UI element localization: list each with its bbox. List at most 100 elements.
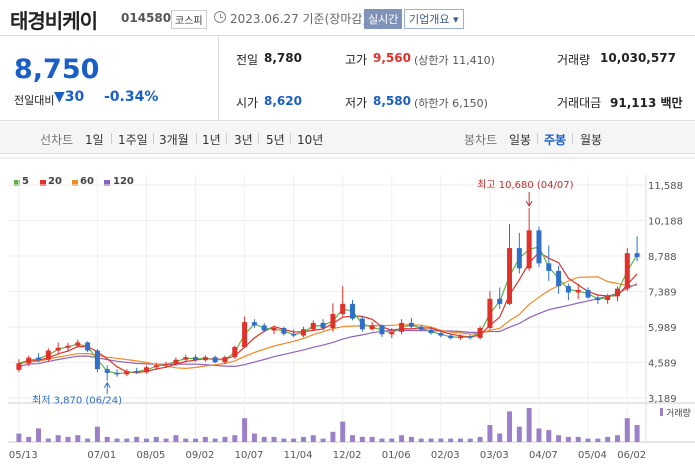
- tab-1w[interactable]: 1주일: [118, 133, 148, 147]
- tab-1d[interactable]: 1일: [85, 133, 104, 147]
- volume-bar: [85, 438, 91, 442]
- tab-3y[interactable]: 3년: [234, 133, 253, 147]
- x-tick-label: 05/13: [9, 450, 38, 461]
- volume-bar: [104, 436, 110, 442]
- candle-body: [408, 322, 414, 327]
- tab-separator: [196, 133, 197, 144]
- candle-body: [359, 318, 365, 330]
- x-tick-label: 12/02: [333, 450, 362, 461]
- volume-bar: [281, 438, 287, 442]
- market-badge: 코스피: [171, 10, 207, 29]
- tab-separator: [153, 133, 154, 144]
- clock-icon: [214, 11, 226, 23]
- open-label: 시가: [236, 96, 259, 110]
- candle-body: [399, 322, 405, 332]
- volume-bar: [389, 438, 395, 442]
- candle-body: [55, 347, 61, 351]
- candle-body: [85, 342, 91, 351]
- candle-body: [143, 367, 149, 373]
- tab-candle-chart[interactable]: 봉차트: [464, 133, 498, 147]
- candle-body: [526, 230, 532, 269]
- tab-3m[interactable]: 3개월: [159, 133, 189, 147]
- chart-tabs: 선차트 1일 1주일 3개월 1년 3년 5년 10년 봉차트 일봉 주봉 월봉: [0, 122, 695, 154]
- tab-1y[interactable]: 1년: [202, 133, 221, 147]
- candle-body: [153, 365, 159, 368]
- volume-bar: [251, 433, 257, 442]
- tab-separator: [290, 133, 291, 144]
- ma120-line: [18, 283, 638, 368]
- change-value: ▼30: [54, 89, 85, 105]
- tab-daily[interactable]: 일봉: [509, 133, 532, 147]
- candle-body: [565, 286, 571, 293]
- volume-bar: [457, 438, 463, 442]
- volume-bar: [114, 438, 120, 442]
- volume-bar: [605, 436, 611, 442]
- x-tick-label: 08/05: [136, 450, 165, 461]
- tab-line-chart[interactable]: 선차트: [40, 133, 74, 147]
- x-tick-label: 11/04: [284, 450, 313, 461]
- candle-body: [124, 371, 130, 375]
- volume-bar: [526, 408, 532, 442]
- ma5-line: [18, 246, 638, 375]
- candle-body: [114, 372, 120, 375]
- volume-bar: [232, 435, 238, 442]
- candle-body: [251, 322, 257, 326]
- x-tick-label: 03/03: [480, 450, 509, 461]
- volume-bar: [173, 435, 179, 442]
- tab-10y[interactable]: 10년: [297, 133, 324, 147]
- volume-bar: [212, 438, 218, 442]
- volume-bar: [202, 436, 208, 442]
- legend-swatch-ma60: [72, 180, 78, 186]
- divider: [218, 36, 219, 121]
- volume-bar: [300, 436, 306, 442]
- tab-weekly[interactable]: 주봉: [544, 133, 567, 147]
- candle-body: [242, 322, 248, 348]
- low-annotation: 최저 3,870 (06/24): [32, 395, 122, 407]
- volume-bar: [36, 428, 42, 442]
- realtime-button[interactable]: 실시간: [364, 9, 403, 29]
- amount-label: 거래대금: [557, 96, 602, 110]
- prev-close-value: 8,780: [264, 51, 302, 65]
- candle-body: [310, 322, 316, 330]
- tab-separator: [537, 133, 538, 144]
- candle-body: [183, 357, 189, 360]
- candle-body: [585, 289, 591, 298]
- volume-bar: [261, 436, 267, 442]
- volume-bar: [143, 438, 149, 442]
- change-label: 전일대비: [14, 94, 55, 107]
- low-label: 저가: [345, 96, 368, 110]
- legend-swatch-ma120: [104, 180, 110, 186]
- ma60-line: [18, 276, 638, 370]
- low-arrow-head: [103, 381, 111, 388]
- candle-body: [330, 314, 336, 328]
- volume-bar: [575, 436, 581, 442]
- volume-bar: [448, 438, 454, 442]
- volume-bar: [193, 438, 199, 442]
- volume-bar: [242, 418, 248, 442]
- x-tick-label: 05/04: [578, 450, 607, 461]
- candle-body: [457, 336, 463, 339]
- candle-body: [536, 230, 542, 264]
- volume-bar: [320, 438, 326, 442]
- candle-body: [614, 288, 620, 297]
- volume-bar: [124, 438, 130, 442]
- volume-bar: [379, 438, 385, 442]
- candle-body: [94, 350, 100, 370]
- quote-summary: 8,750 전일대비 ▼30 -0.34% 전일 8,780 고가 9,560 …: [0, 36, 695, 121]
- tab-5y[interactable]: 5년: [266, 133, 285, 147]
- candle-body: [556, 270, 562, 287]
- volume-bar: [369, 436, 375, 442]
- volume-bar: [55, 435, 61, 442]
- volume-bar: [624, 418, 630, 442]
- open-value: 8,620: [264, 94, 302, 108]
- volume-bar: [183, 438, 189, 442]
- company-overview-button[interactable]: 기업개요 ▾: [404, 9, 464, 29]
- candle-body: [271, 327, 277, 331]
- candle-body: [212, 357, 218, 363]
- x-tick-label: 07/01: [87, 450, 116, 461]
- candle-body: [45, 350, 51, 360]
- tab-monthly[interactable]: 월봉: [580, 133, 603, 147]
- candle-body: [507, 248, 513, 304]
- volume-bar: [438, 438, 444, 442]
